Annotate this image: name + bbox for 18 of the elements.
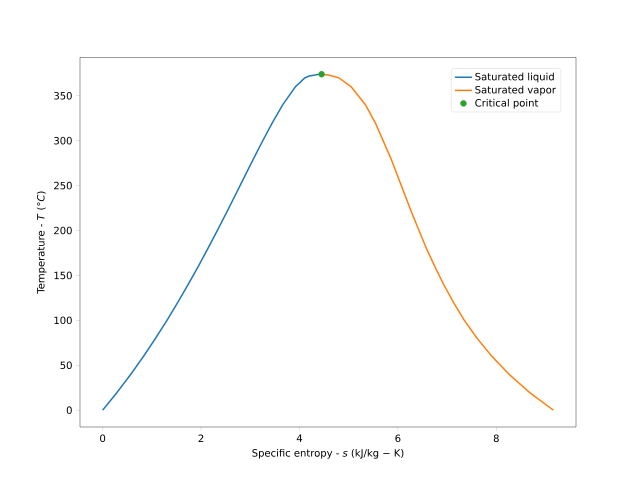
y-tick-label: 0 [66,406,72,414]
x-tick-label: 6 [395,434,400,442]
y-tick-label: 100 [54,316,72,324]
y-tick-label: 250 [54,182,72,190]
y-tick-label: 200 [54,226,72,234]
x-tick-label: 8 [494,434,499,442]
x-tick-label: 0 [100,434,106,442]
legend-label: Critical point [475,98,538,109]
y-tick-label: 300 [54,136,72,144]
x-tick-label: 2 [198,434,204,442]
x-tick-label: 4 [296,434,302,442]
y-tick-label: 350 [54,92,72,100]
y-tick-label: 150 [54,272,72,280]
legend-label: Saturated liquid [475,72,554,82]
y-axis-title: Temperature - T (°C) [36,192,47,294]
legend-label: Saturated vapor [475,86,556,96]
y-tick-label: 50 [60,361,72,370]
x-axis-title: Specific entropy - s (kJ/kg − K) [252,448,404,459]
